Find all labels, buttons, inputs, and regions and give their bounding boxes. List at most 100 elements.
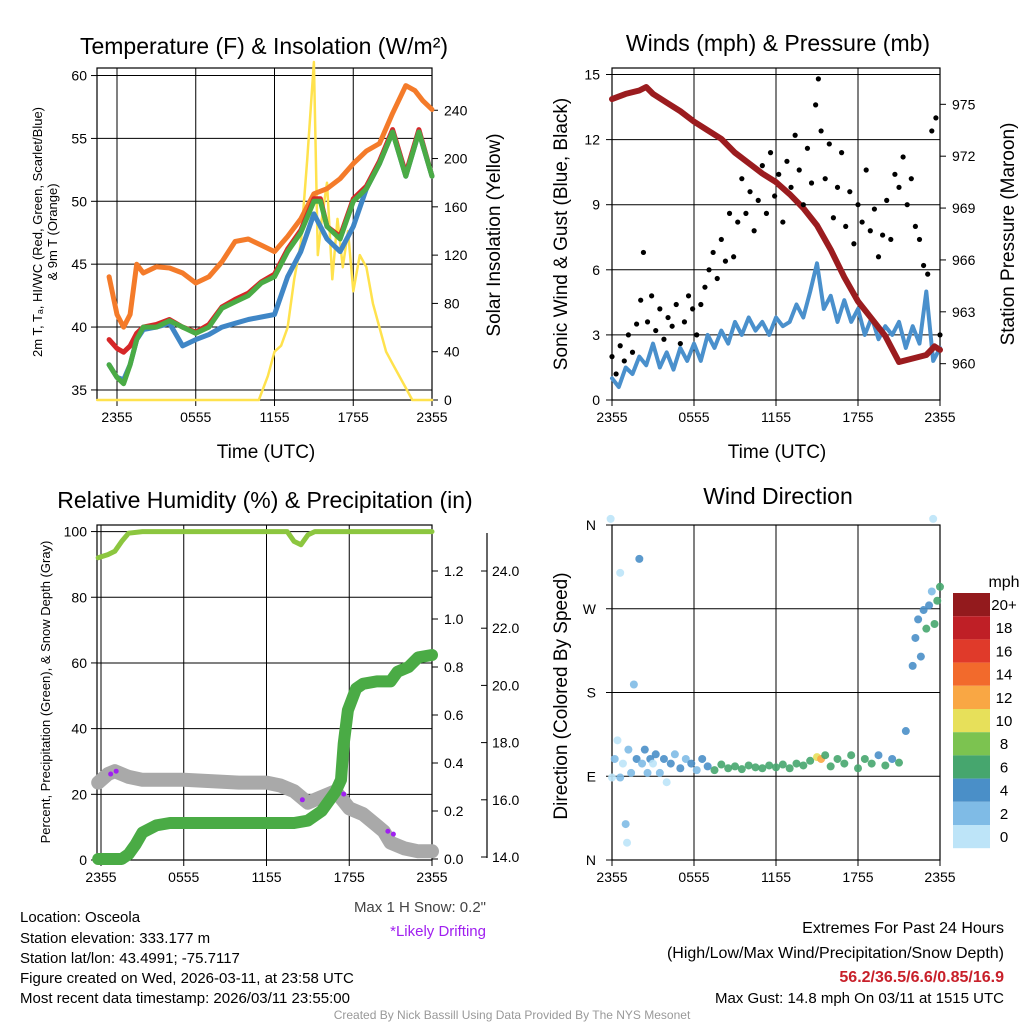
wind-direction-point	[624, 745, 633, 754]
precip-y-tick-label: 1.2	[444, 563, 464, 579]
snow-y-tick-label: 22.0	[492, 620, 519, 636]
insolation-y-tick-label: 200	[444, 151, 468, 167]
rh-x-tick-label: 2355	[416, 869, 447, 885]
wind-direction-point	[606, 514, 615, 523]
wind-direction-point	[772, 763, 780, 772]
wind-direction-point	[867, 759, 876, 768]
gust-point	[722, 258, 729, 264]
precip-y-tick-label: 1.0	[444, 611, 464, 627]
snow-y-tick-label: 24.0	[492, 563, 519, 579]
wind-direction-point	[933, 596, 942, 605]
gust-point	[822, 176, 828, 182]
temp-x-tick-label: 2355	[101, 409, 132, 425]
gust-point	[888, 236, 894, 243]
legend-swatch	[953, 593, 990, 617]
gust-point	[617, 343, 623, 349]
insolation-y-tick-label: 240	[444, 102, 468, 118]
legend-label: 16	[996, 643, 1013, 660]
gust-point	[706, 267, 712, 273]
wind-x-tick-label: 2355	[596, 409, 627, 425]
legend-label: 10	[996, 713, 1013, 730]
wind-x-tick-label: 2355	[924, 409, 955, 425]
insolation-y-tick-label: 80	[444, 295, 460, 311]
wind-direction-point	[737, 765, 746, 774]
gust-point	[904, 202, 910, 208]
gust-point	[871, 206, 878, 212]
wind-y-label: Sonic Wind & Gust (Blue, Black)	[551, 98, 572, 370]
wind-direction-point	[927, 587, 936, 596]
wind-x-tick-label: 1755	[842, 409, 873, 425]
rh-y-tick-label: 100	[64, 524, 88, 540]
gust-point	[772, 193, 778, 199]
gust-point	[763, 210, 770, 216]
gust-point	[780, 219, 786, 225]
legend-swatch	[953, 709, 990, 733]
rh-y-tick-label: 60	[71, 655, 87, 671]
wind-direction-point	[744, 761, 753, 770]
drifting-point	[113, 768, 119, 774]
wind-speed-line	[610, 261, 942, 389]
pressure-line	[609, 84, 943, 365]
rh-y-tick-label: 0	[79, 852, 87, 868]
created-text: Figure created on Wed, 2026-03-11, at 23…	[20, 970, 354, 987]
wind-direction-point	[919, 606, 928, 615]
gust-point	[661, 336, 667, 342]
gust-point	[834, 184, 841, 190]
temp-x-tick-label: 1155	[259, 409, 289, 425]
gust-point	[813, 102, 819, 108]
rh-y-tick-label: 80	[71, 589, 87, 605]
wind-direction-point	[638, 759, 647, 768]
legend-label: 6	[1000, 759, 1008, 776]
elevation-text: Station elevation: 333.177 m	[20, 930, 210, 947]
latlon-text: Station lat/lon: 43.4991; -75.7117	[20, 950, 240, 967]
wind-direction-point	[608, 773, 616, 782]
wdir-y-tick-label: N	[586, 852, 596, 868]
legend-label: 0	[1000, 829, 1008, 846]
wind-direction-point	[799, 761, 808, 770]
gust-point	[925, 271, 931, 277]
gust-point	[855, 202, 861, 208]
wind-direction-point	[936, 582, 944, 591]
wind-x-tick-label: 1155	[761, 409, 791, 425]
wind-direction-point	[854, 764, 862, 773]
legend-swatch	[953, 685, 990, 709]
gust-point	[921, 262, 927, 269]
precip-y-tick-label: 0.8	[444, 659, 464, 675]
precip-y-tick-label: 0.0	[444, 851, 464, 867]
gust-point	[884, 197, 890, 203]
wind-direction-point	[681, 754, 690, 763]
wind-y-tick-label: 12	[584, 132, 600, 148]
gust-point	[796, 167, 802, 173]
wind-direction-point	[687, 759, 696, 768]
wind-direction-point	[806, 756, 815, 765]
temp-y-tick-label: 50	[71, 193, 87, 209]
wind-direction-point	[613, 736, 622, 745]
pressure-y-tick-label: 969	[952, 200, 976, 216]
gust-point	[613, 371, 619, 377]
insolation-line	[96, 60, 434, 402]
gust-point	[625, 332, 632, 338]
insolation-y-tick-label: 40	[444, 344, 460, 360]
gust-point	[851, 241, 857, 247]
gust-point	[880, 232, 886, 238]
wind-direction-point	[731, 762, 739, 771]
wind-direction-point	[610, 754, 619, 763]
gust-point	[784, 158, 790, 164]
location-text: Location: Osceola	[20, 909, 141, 926]
wind-direction-point	[826, 762, 835, 771]
wind-direction-point	[874, 751, 883, 760]
snow-y-tick-label: 20.0	[492, 677, 519, 693]
wind-direction-point	[833, 754, 842, 763]
wind-direction-point	[911, 633, 920, 642]
heat-index-line	[106, 127, 435, 355]
drifting-point	[299, 797, 305, 803]
drifting-point	[341, 791, 347, 797]
gust-point	[892, 171, 898, 177]
legend-swatch	[953, 755, 990, 779]
extremes-info: Extremes For Past 24 Hours (High/Low/Max…	[667, 920, 1004, 1007]
wind-direction-point	[916, 652, 925, 661]
wind-direction-point	[618, 759, 627, 768]
wdir-x-tick-label: 0555	[678, 869, 709, 885]
snow-y-tick-label: 14.0	[492, 849, 519, 865]
